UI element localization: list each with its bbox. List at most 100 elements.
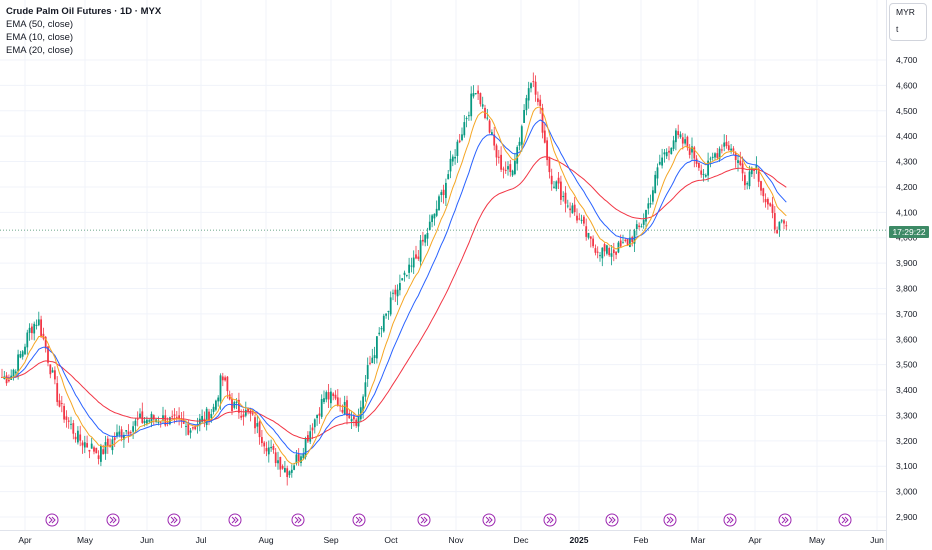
candle-body-up xyxy=(83,442,86,448)
event-marker-arrow-icon xyxy=(546,516,554,524)
candle-body-up xyxy=(562,196,565,198)
candle-body-up xyxy=(284,468,286,473)
y-tick-label: 3,500 xyxy=(896,360,918,370)
candle-body-down xyxy=(272,445,275,450)
candle-body-up xyxy=(157,421,160,423)
candle-body-up xyxy=(385,313,387,316)
candle-body-up xyxy=(629,237,631,248)
candle-body-up xyxy=(320,398,323,417)
candle-body-down xyxy=(585,226,588,237)
candle-body-down xyxy=(753,169,755,171)
candle-body-down xyxy=(311,427,314,431)
candle-body-up xyxy=(704,174,707,177)
candle-body-up xyxy=(610,253,613,257)
candle-body-down xyxy=(336,397,339,406)
candle-body-up xyxy=(350,418,353,422)
currency-unit-selector[interactable]: MYR t xyxy=(889,3,927,41)
candle-body-down xyxy=(8,379,10,382)
y-tick-label: 4,700 xyxy=(896,55,918,65)
candle-body-up xyxy=(707,160,709,176)
candle-body-down xyxy=(415,254,417,259)
candle-body-down xyxy=(592,238,594,247)
candle-body-up xyxy=(244,409,247,416)
candle-body-up xyxy=(146,419,148,424)
candle-body-down xyxy=(240,415,243,418)
candle-body-down xyxy=(334,394,337,399)
candle-body-up xyxy=(389,297,392,315)
candle-body-up xyxy=(198,418,201,426)
candle-body-down xyxy=(422,239,424,242)
candle-body-down xyxy=(615,251,617,255)
candle-body-down xyxy=(279,456,282,470)
candle-body-down xyxy=(171,416,174,418)
y-tick-label: 3,300 xyxy=(896,410,918,420)
candle-body-down xyxy=(58,400,61,407)
candle-body-up xyxy=(373,355,376,358)
candle-body-down xyxy=(369,362,371,364)
candle-body-up xyxy=(601,247,604,259)
candle-body-down xyxy=(95,447,98,454)
candle-body-up xyxy=(649,203,652,205)
candle-body-up xyxy=(21,351,24,357)
chart-legend: Crude Palm Oil Futures · 1D · MYX EMA (5… xyxy=(6,5,161,57)
candle-body-up xyxy=(665,151,668,157)
candle-body-up xyxy=(125,430,128,432)
indicator-ema50-label[interactable]: EMA (50, close) xyxy=(6,19,74,30)
candle-body-up xyxy=(566,205,569,207)
candle-body-down xyxy=(5,375,8,384)
candle-body-up xyxy=(215,400,217,410)
symbol-title[interactable]: Crude Palm Oil Futures · 1D · MYX xyxy=(6,6,162,17)
candle-body-down xyxy=(589,236,592,239)
candle-body-up xyxy=(778,221,781,230)
y-tick-label: 3,400 xyxy=(896,385,918,395)
candle-body-down xyxy=(65,416,68,420)
candle-body-down xyxy=(686,136,689,148)
candle-body-up xyxy=(746,183,749,185)
candle-body-down xyxy=(341,409,344,413)
candle-body-up xyxy=(51,370,54,373)
candle-body-up xyxy=(116,432,118,437)
candle-body-down xyxy=(152,415,155,420)
candle-body-up xyxy=(205,408,208,425)
candle-body-down xyxy=(417,256,420,259)
x-tick-label: Jul xyxy=(196,535,207,545)
candle-body-down xyxy=(509,164,512,173)
candle-body-down xyxy=(569,208,571,211)
indicator-ema20-label[interactable]: EMA (20, close) xyxy=(6,45,74,56)
candle-body-down xyxy=(442,189,445,196)
candle-body-up xyxy=(514,160,516,175)
candle-body-up xyxy=(330,391,332,404)
candle-body-up xyxy=(647,203,650,209)
candle-body-down xyxy=(594,248,597,253)
event-marker-arrow-icon xyxy=(666,516,674,524)
candle-body-up xyxy=(302,453,305,459)
candle-body-up xyxy=(691,146,693,153)
event-marker-arrow-icon xyxy=(726,516,734,524)
candle-body-up xyxy=(90,443,93,449)
candle-body-up xyxy=(679,134,682,138)
candle-body-up xyxy=(376,336,378,359)
candle-body-down xyxy=(224,377,226,381)
candle-body-down xyxy=(327,392,330,400)
candle-body-down xyxy=(286,468,289,478)
candle-body-down xyxy=(764,199,767,203)
candle-body-up xyxy=(675,130,677,143)
candle-body-down xyxy=(106,438,109,447)
candle-body-down xyxy=(771,204,774,213)
candle-body-up xyxy=(212,406,215,412)
y-tick-label: 4,500 xyxy=(896,106,918,116)
candle-body-up xyxy=(737,160,739,163)
candle-body-up xyxy=(447,174,450,180)
candle-body-down xyxy=(495,145,498,158)
indicator-ema10-label[interactable]: EMA (10, close) xyxy=(6,32,74,43)
candle-body-down xyxy=(136,418,139,420)
event-marker-arrow-icon xyxy=(294,516,302,524)
candle-body-down xyxy=(767,198,769,205)
candle-body-up xyxy=(362,396,364,411)
candle-body-down xyxy=(93,447,95,452)
candle-body-up xyxy=(143,420,146,424)
candle-body-up xyxy=(530,83,532,89)
candle-body-down xyxy=(564,192,567,204)
candle-body-up xyxy=(77,430,79,443)
